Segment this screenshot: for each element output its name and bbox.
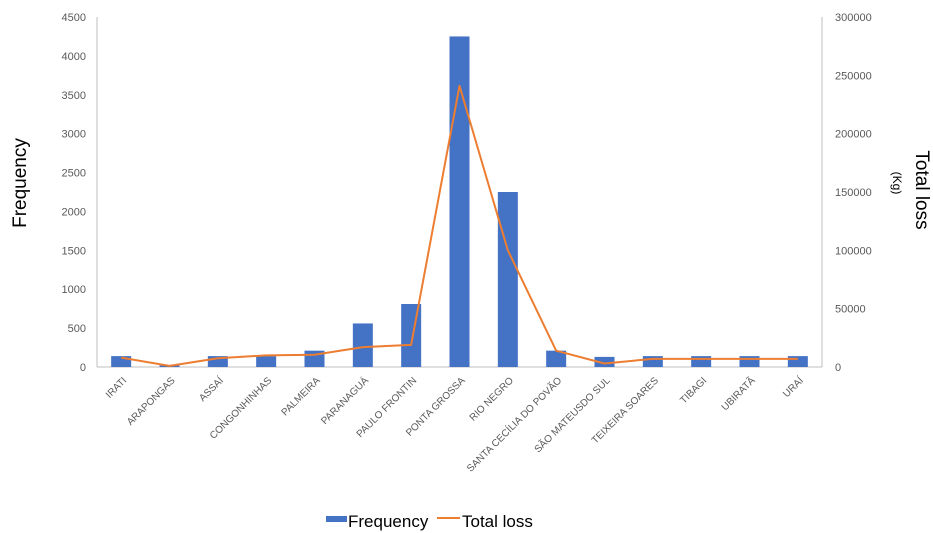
total-loss-line-layer (121, 84, 798, 367)
legend: Frequency Total loss (326, 512, 533, 531)
legend-total-loss-label: Total loss (462, 512, 533, 531)
y2-axis-title: Total loss (911, 150, 932, 229)
x-tick-label: IRATI (104, 375, 129, 400)
total-loss-line (121, 84, 798, 367)
x-tick-label: URAÍ (780, 374, 806, 400)
x-tick-label: PARANAGUÁ (318, 374, 371, 427)
frequency-bar (546, 350, 567, 367)
x-tick-label: ASSAÍ (196, 374, 226, 404)
y-axis-title: Frequency (10, 138, 31, 228)
frequency-bar (787, 356, 808, 367)
frequency-bar (594, 356, 615, 367)
frequency-bar (642, 356, 663, 367)
x-tick-label: TIBAGI (678, 375, 709, 406)
frequency-bar (691, 356, 712, 367)
y2-tick-label: 300000 (835, 12, 872, 24)
frequency-bar (497, 192, 518, 367)
y-tick-label: 500 (68, 323, 86, 335)
y2-axis-subtitle: (Kg) (890, 172, 904, 195)
frequency-bar (739, 356, 760, 367)
x-tick-label: PALMEIRA (280, 375, 323, 418)
y-tick-label: 2000 (62, 206, 86, 218)
frequency-bar (449, 36, 470, 367)
x-tick-label: ARAPONGAS (125, 375, 178, 428)
y2-tick-label: 100000 (835, 245, 872, 257)
y-tick-label: 4000 (62, 51, 86, 63)
legend-frequency-swatch (326, 516, 347, 522)
frequency-bar (207, 356, 228, 367)
frequency-bar (352, 323, 373, 367)
y2-tick-label: 0 (835, 362, 841, 374)
y2-tick-label: 250000 (835, 70, 872, 82)
legend-frequency-label: Frequency (348, 512, 429, 531)
y-tick-label: 4500 (62, 12, 86, 24)
frequency-bar (401, 304, 422, 367)
y2-tick-label: 150000 (835, 187, 872, 199)
y2-tick-label: 200000 (835, 129, 872, 141)
y-tick-label: 0 (80, 362, 86, 374)
x-tick-label: SANTA CECÍLIA DO POVÃO (464, 374, 565, 475)
y-tick-label: 3000 (62, 129, 86, 141)
y2-tick-label: 50000 (835, 304, 866, 316)
y-tick-label: 1000 (62, 284, 86, 296)
y-tick-label: 1500 (62, 245, 86, 257)
y-tick-label: 3500 (62, 90, 86, 102)
x-tick-label: UBIRATÃ (718, 374, 758, 414)
frequency-bar (256, 356, 277, 367)
x-tick-label: RIO NEGRO (468, 375, 516, 423)
y-tick-label: 2500 (62, 168, 86, 180)
frequency-bar (111, 356, 132, 367)
right-y-ticks: 0 50000 100000 150000 200000 250000 300000 (835, 12, 872, 374)
left-y-ticks: 0 500 1000 1500 2000 2500 3000 3500 4000 4500 (62, 12, 86, 374)
